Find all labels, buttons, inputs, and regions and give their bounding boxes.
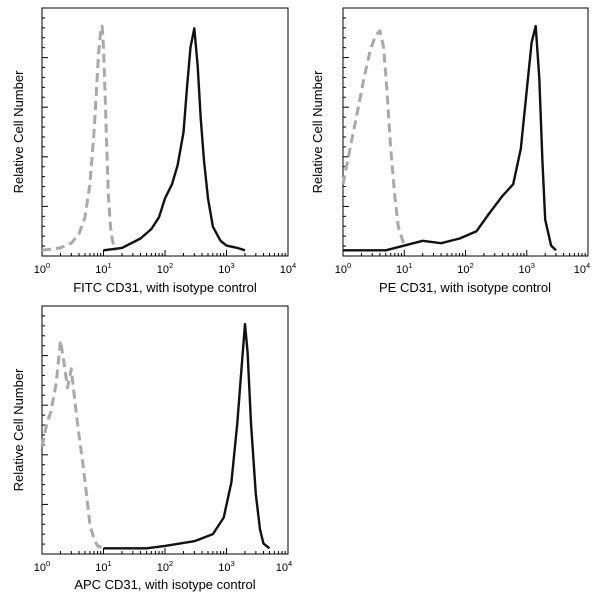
x-axis-title: FITC CD31, with isotype control xyxy=(73,280,257,295)
x-tick-label: 102 xyxy=(157,559,173,574)
x-tick-label: 104 xyxy=(280,261,296,276)
y-ticks xyxy=(42,315,48,545)
series-layer xyxy=(40,322,271,550)
isotype-control-histogram xyxy=(41,24,118,252)
y-axis-title: Relative Cell Number xyxy=(11,368,26,491)
cd31-histogram xyxy=(103,27,246,252)
x-tick-label: 102 xyxy=(157,261,173,276)
x-tick-label: 101 xyxy=(95,559,111,574)
x-tick-label: 103 xyxy=(218,559,234,574)
x-tick-labels: 100 101 102 103 104 xyxy=(335,261,590,276)
histogram-panel-pe: 100 101 102 103 104 PE CD31, with isotyp… xyxy=(310,7,590,295)
y-axis-title: Relative Cell Number xyxy=(11,70,26,193)
series-layer xyxy=(41,24,246,252)
x-minor-ticks xyxy=(342,250,586,256)
x-tick-label: 103 xyxy=(519,261,535,276)
x-tick-label: 100 xyxy=(34,261,50,276)
y-ticks xyxy=(42,17,48,247)
y-axis-title: Relative Cell Number xyxy=(310,70,325,193)
x-minor-ticks xyxy=(41,548,286,554)
cd31-histogram xyxy=(343,24,557,252)
x-tick-label: 101 xyxy=(95,261,111,276)
x-minor-ticks xyxy=(41,250,286,256)
x-tick-label: 100 xyxy=(335,261,351,276)
histogram-panel-fitc: 100 101 102 103 104 FITC CD31, with isot… xyxy=(11,7,296,295)
x-tick-label: 103 xyxy=(218,261,234,276)
isotype-control-histogram xyxy=(40,339,105,550)
x-tick-label: 100 xyxy=(34,559,50,574)
plot-frame xyxy=(41,7,289,257)
histogram-panel-apc: 100 101 102 103 104 APC CD31, with isoty… xyxy=(11,305,292,592)
x-tick-labels: 100 101 102 103 104 xyxy=(34,559,292,574)
x-tick-label: 104 xyxy=(574,261,590,276)
cd31-histogram xyxy=(103,322,271,550)
x-axis-title: PE CD31, with isotype control xyxy=(379,280,551,295)
isotype-control-histogram xyxy=(341,29,406,247)
y-ticks xyxy=(343,17,349,247)
series-layer xyxy=(341,24,557,252)
plot-frame xyxy=(342,7,589,257)
x-tick-labels: 100 101 102 103 104 xyxy=(34,261,296,276)
x-axis-title: APC CD31, with isotype control xyxy=(74,577,255,592)
x-tick-label: 104 xyxy=(276,559,292,574)
x-tick-label: 101 xyxy=(396,261,412,276)
x-tick-label: 102 xyxy=(457,261,473,276)
